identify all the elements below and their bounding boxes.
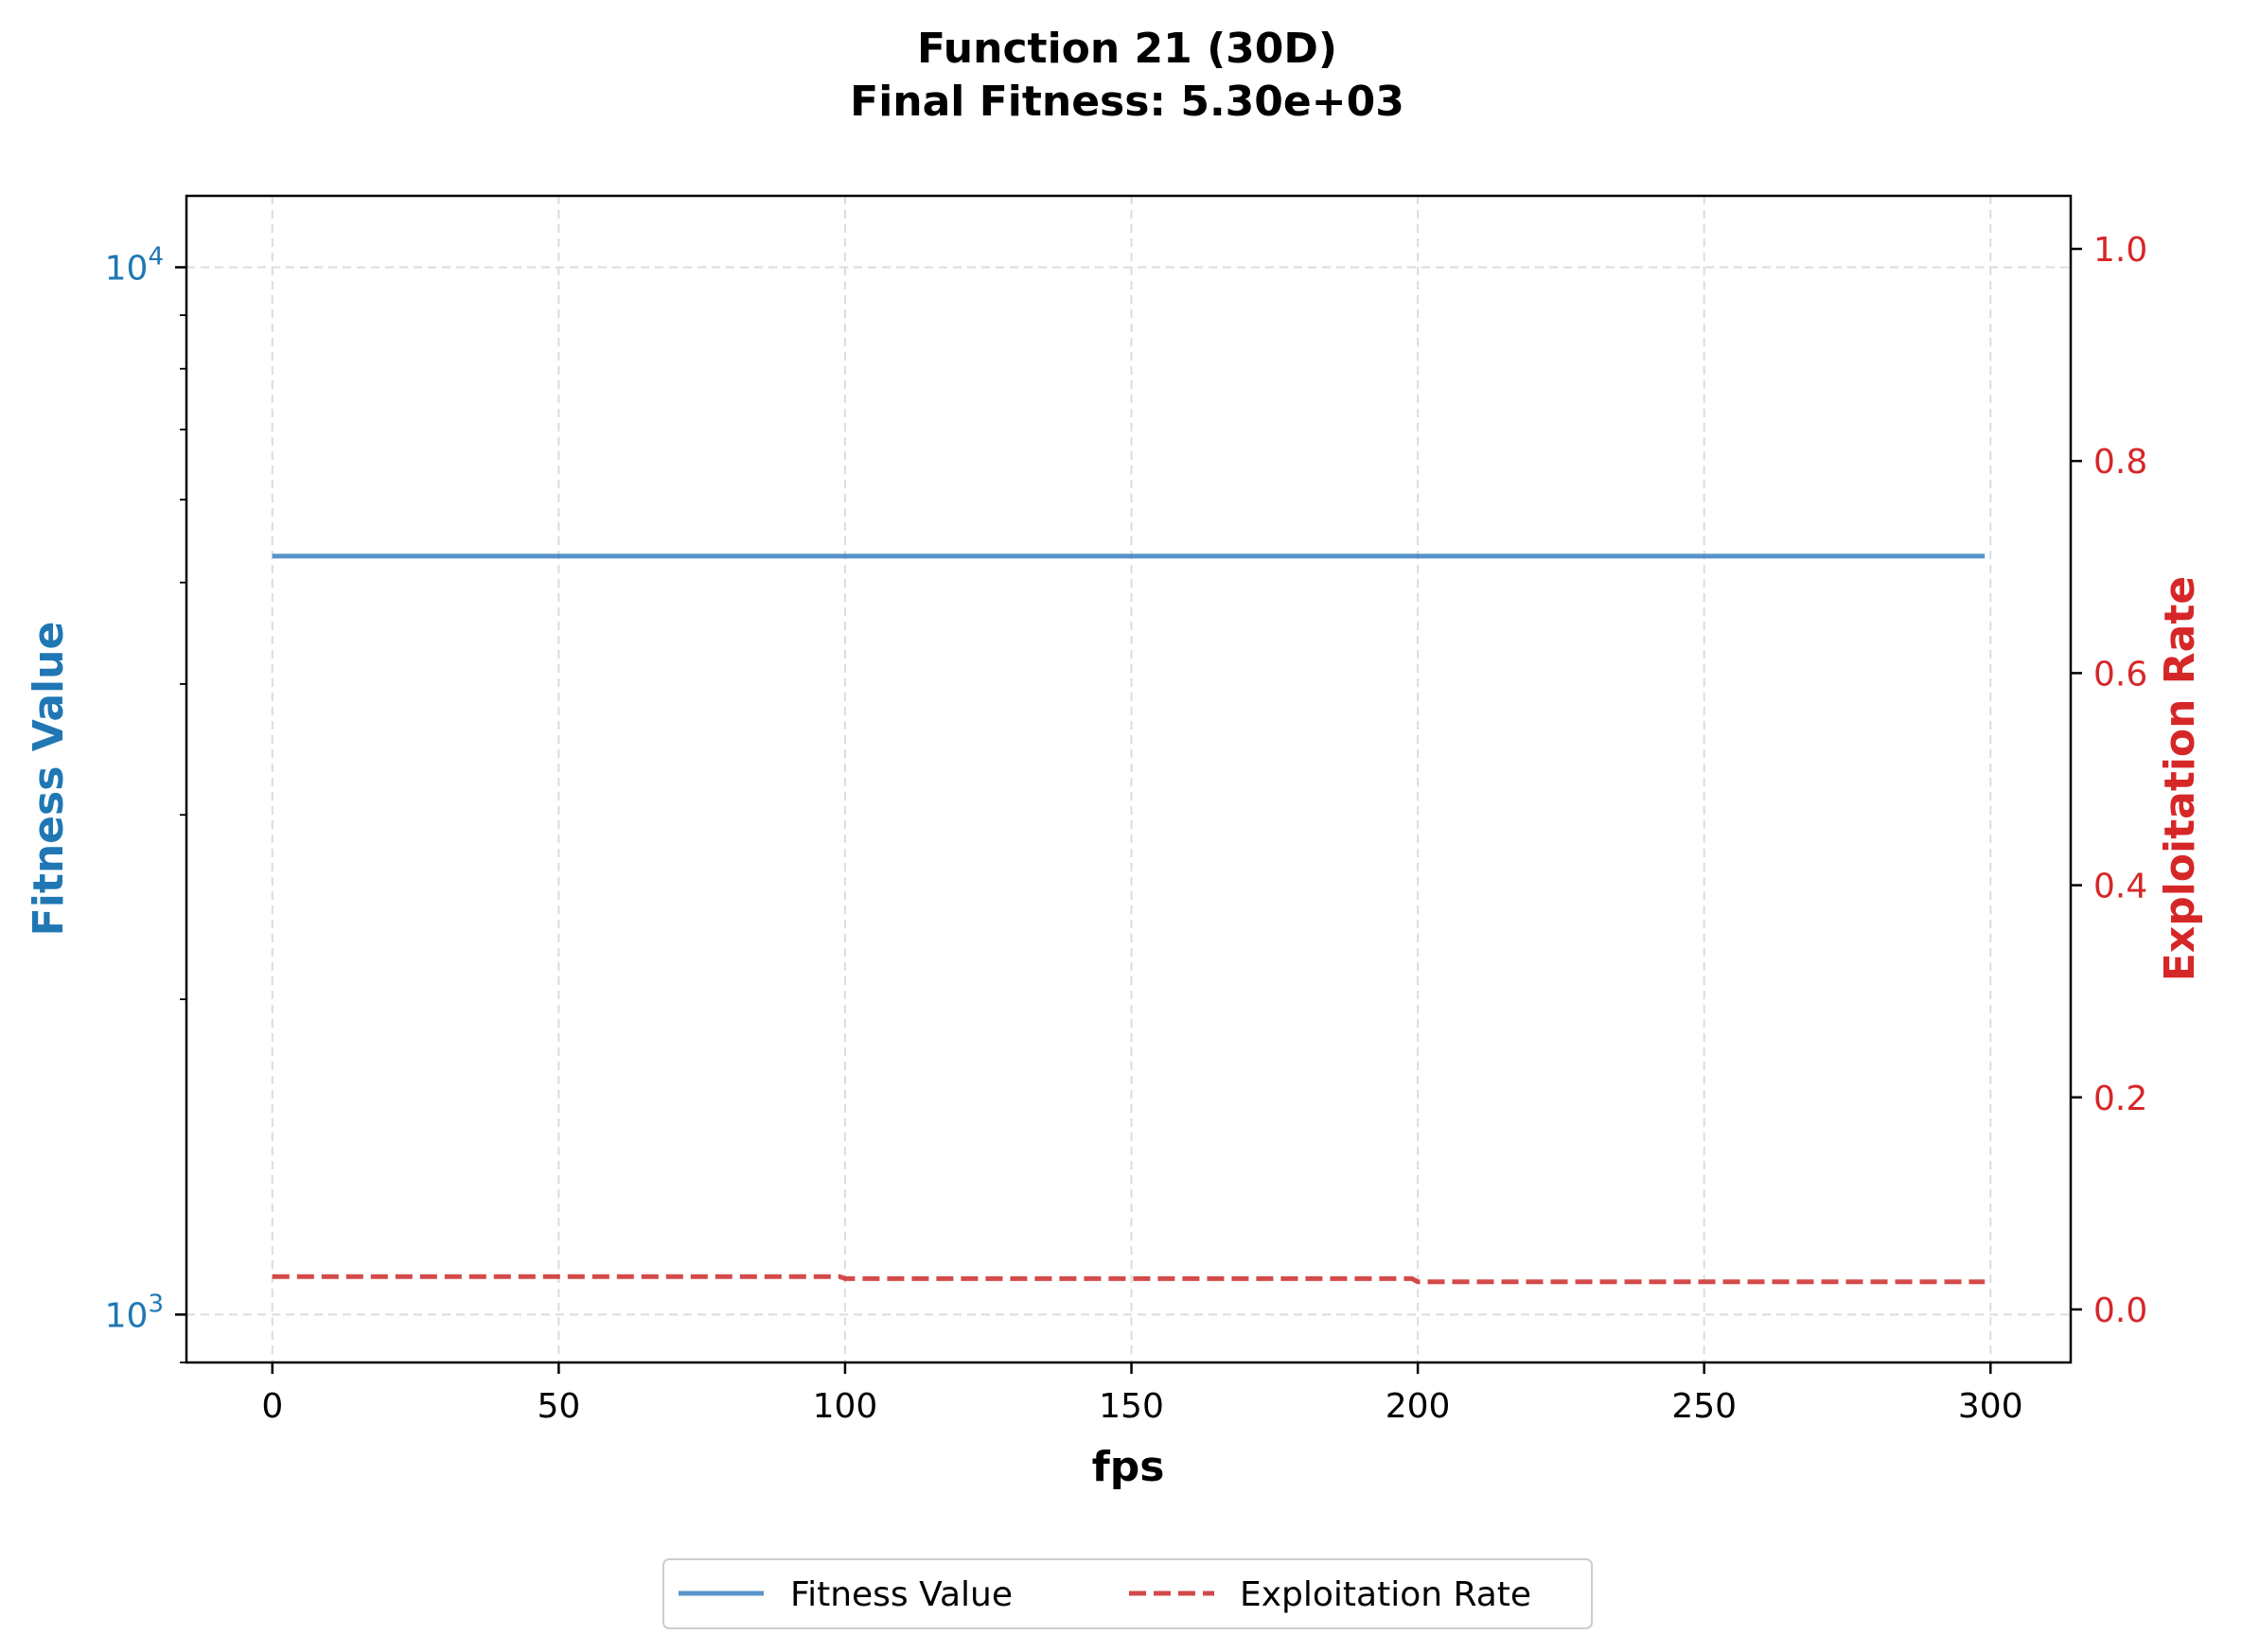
x-tick-label: 200 [1386, 1387, 1451, 1426]
left-y-tick-base: 10 [105, 249, 149, 288]
left-y-tick-label: 104 [105, 242, 164, 288]
left-y-axis-label: Fitness Value [25, 622, 73, 937]
x-tick-label: 50 [537, 1387, 580, 1426]
legend-label-exploitation: Exploitation Rate [1240, 1575, 1531, 1614]
left-y-tick-exponent: 4 [148, 242, 164, 271]
x-tick-label: 100 [813, 1387, 878, 1426]
plot-series [272, 554, 1986, 1285]
right-y-tick-label: 0.4 [2093, 868, 2147, 906]
x-axis: 0 50 100 150 200 250 300 [261, 1362, 2023, 1426]
right-y-axis: 0.0 0.2 0.4 0.6 0.8 1.0 [2071, 231, 2147, 1330]
plot-frame [185, 194, 2073, 1364]
right-y-tick-label: 0.8 [2093, 443, 2147, 482]
chart-title-line2: Final Fitness: 5.30e+03 [850, 78, 1404, 126]
grid [186, 196, 2071, 1362]
left-y-tick-exponent: 3 [148, 1290, 164, 1318]
left-y-tick-base: 10 [105, 1296, 149, 1335]
right-y-axis-label: Exploitation Rate [2156, 576, 2204, 981]
right-y-tick-label: 0.2 [2093, 1080, 2147, 1118]
x-tick-label: 0 [261, 1387, 283, 1426]
legend-label-fitness: Fitness Value [790, 1575, 1013, 1614]
right-y-tick-label: 1.0 [2093, 231, 2147, 270]
legend: Fitness Value Exploitation Rate [662, 1558, 1593, 1629]
chart-title-line1: Function 21 (30D) [917, 25, 1337, 73]
x-axis-label: fps [1092, 1443, 1165, 1491]
exploitation-rate-line [272, 1274, 1986, 1285]
left-y-tick-label: 103 [105, 1290, 164, 1335]
x-tick-label: 300 [1958, 1387, 2023, 1426]
right-y-tick-label: 0.0 [2093, 1292, 2147, 1330]
x-tick-label: 250 [1671, 1387, 1737, 1426]
x-tick-label: 150 [1099, 1387, 1164, 1426]
right-y-tick-label: 0.6 [2093, 655, 2147, 694]
legend-frame [662, 1558, 1593, 1629]
